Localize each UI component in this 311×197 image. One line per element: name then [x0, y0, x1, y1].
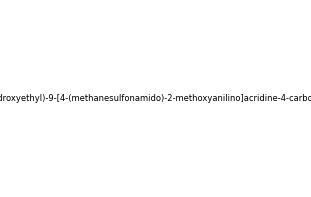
Text: N-(2-hydroxyethyl)-9-[4-(methanesulfonamido)-2-methoxyanilino]acridine-4-carboxa: N-(2-hydroxyethyl)-9-[4-(methanesulfonam…: [0, 94, 311, 103]
